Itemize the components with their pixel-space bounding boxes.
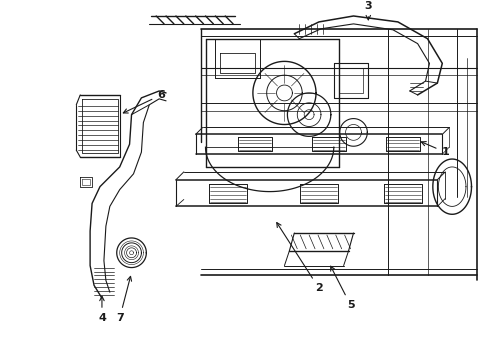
- Text: 1: 1: [421, 141, 448, 157]
- Text: 5: 5: [330, 266, 354, 310]
- Text: 3: 3: [364, 1, 371, 20]
- Text: 4: 4: [98, 296, 106, 323]
- Text: 7: 7: [116, 276, 131, 323]
- Text: 6: 6: [123, 90, 165, 113]
- Text: 2: 2: [276, 222, 322, 293]
